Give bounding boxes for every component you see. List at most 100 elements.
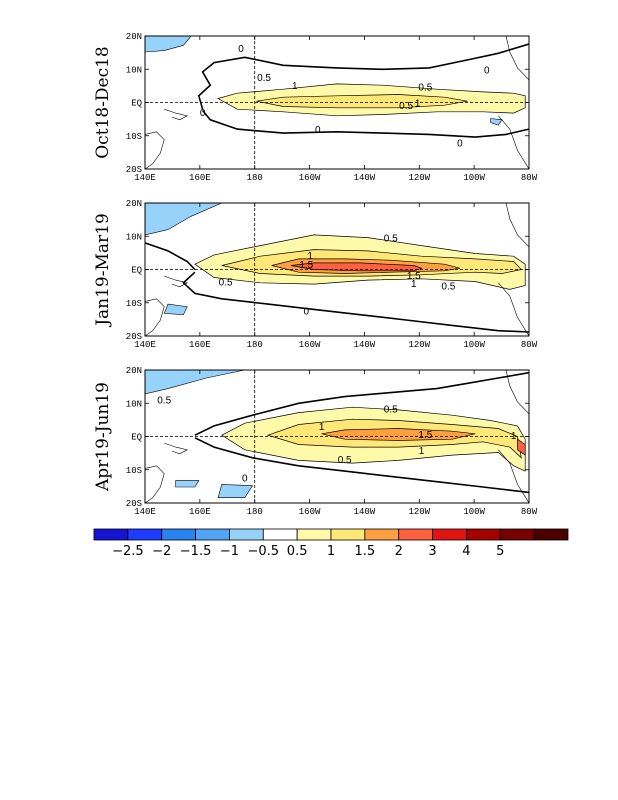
colorbar-box — [229, 528, 264, 541]
contour-2-region — [290, 262, 423, 272]
x-tick-label: 80W — [521, 507, 538, 517]
y-tick-label: 10N — [126, 65, 142, 75]
colorbar-label: −1 — [220, 544, 239, 559]
contour-label: 1.5 — [407, 271, 421, 282]
x-tick-label: 100W — [463, 340, 485, 350]
x-tick-label: 100W — [463, 173, 485, 183]
zero-contour-north — [145, 242, 196, 271]
contour-label: 1 — [307, 251, 313, 262]
x-tick-label: 140E — [134, 340, 156, 350]
panel-title: Jan19-Mar19 — [93, 213, 113, 328]
coastline-australia — [145, 131, 165, 169]
negative-anomaly-region — [145, 36, 192, 53]
x-tick-label: 120W — [408, 340, 430, 350]
panel-title: Apr19-Jun19 — [93, 382, 113, 492]
colorbar-label: −0.5 — [247, 544, 279, 559]
coastline-south-america — [498, 282, 529, 336]
x-tick-label: 160E — [189, 173, 211, 183]
coastline-americas — [505, 370, 529, 415]
colorbar-label: 1 — [327, 544, 335, 559]
contour-label: 0.5 — [418, 83, 432, 94]
colorbar-label: 2 — [395, 544, 403, 559]
x-tick-label: 160E — [189, 340, 211, 350]
coastline-south-america — [498, 449, 529, 503]
y-tick-label: 10S — [126, 299, 142, 309]
contour-1-region — [256, 94, 468, 109]
contour-label: 0 — [242, 474, 248, 485]
y-tick-label: 20S — [126, 165, 142, 175]
y-tick-label: 10S — [126, 466, 142, 476]
colorbar-box — [432, 528, 467, 541]
coastline-indonesia — [164, 108, 189, 121]
contour-label: 1 — [411, 279, 417, 290]
coastline-indonesia — [164, 275, 189, 288]
colorbar-label: 5 — [496, 544, 504, 559]
panel-title: Oct18-Dec18 — [93, 46, 113, 159]
colorbar-box — [398, 528, 433, 541]
y-tick-label: 10N — [126, 232, 142, 242]
colorbar-box — [127, 528, 163, 541]
y-tick-label: EQ — [131, 433, 142, 443]
x-tick-label: 80W — [521, 173, 538, 183]
x-tick-label: 140W — [354, 507, 376, 517]
coastline-indonesia — [164, 442, 189, 455]
contour-2-region — [517, 438, 526, 456]
negative-anomaly-region — [490, 118, 503, 126]
contour-label: 0 — [315, 125, 321, 136]
contour-label: 0.5 — [384, 234, 398, 245]
contour-label: 0.5 — [384, 405, 398, 416]
colorbar-box — [533, 528, 569, 541]
x-tick-label: 180 — [247, 340, 263, 350]
zero-contour-north — [194, 371, 529, 436]
x-tick-label: 80W — [521, 340, 538, 350]
coastline-australia — [145, 465, 165, 503]
zero-contour-north — [197, 43, 529, 110]
x-tick-label: 100W — [463, 507, 485, 517]
x-tick-label: 140E — [134, 507, 156, 517]
colorbar-box — [296, 528, 332, 541]
x-tick-label: 120W — [408, 173, 430, 183]
negative-anomaly-region — [145, 203, 222, 236]
contour-label: 1.5 — [299, 260, 313, 271]
y-tick-label: 20N — [126, 32, 142, 42]
colorbar-label: 3 — [428, 544, 436, 559]
coastline-australia — [145, 298, 165, 336]
coastline-south-america — [498, 115, 529, 169]
y-tick-label: 10S — [126, 132, 142, 142]
x-tick-label: 140W — [354, 173, 376, 183]
contour-label: 0.5 — [338, 455, 352, 466]
colorbar-label: −1.5 — [180, 544, 212, 559]
colorbar-box — [161, 528, 196, 541]
contour-label: 1 — [415, 99, 421, 110]
x-tick-label: 140E — [134, 173, 156, 183]
x-tick-label: 120W — [408, 507, 430, 517]
x-tick-label: 160W — [299, 173, 321, 183]
y-tick-label: 20S — [126, 499, 142, 509]
x-tick-label: 160W — [299, 340, 321, 350]
colorbar-label: −2 — [152, 544, 171, 559]
y-tick-label: 20S — [126, 332, 142, 342]
colorbar-box — [364, 528, 400, 541]
y-tick-label: EQ — [131, 266, 142, 276]
y-tick-label: 10N — [126, 399, 142, 409]
colorbar-label: −2.5 — [112, 544, 144, 559]
coastline-americas — [505, 203, 529, 248]
y-tick-label: EQ — [131, 99, 142, 109]
contour-label: 0 — [303, 307, 309, 318]
coastline-americas — [505, 36, 529, 81]
negative-anomaly-region — [145, 370, 245, 395]
x-tick-label: 140W — [354, 340, 376, 350]
x-tick-label: 160E — [189, 507, 211, 517]
contour-label: 0 — [457, 138, 463, 149]
contour-label: 0.5 — [441, 281, 455, 292]
contour-label: 1 — [419, 446, 425, 457]
colorbar-label: 0.5 — [287, 544, 308, 559]
contour-label: 0.5 — [219, 277, 233, 288]
colorbar-label: 1.5 — [355, 544, 376, 559]
contour-label: 0.5 — [257, 73, 271, 84]
contour-label: 1 — [292, 81, 298, 92]
contour-label: 0 — [238, 44, 244, 55]
